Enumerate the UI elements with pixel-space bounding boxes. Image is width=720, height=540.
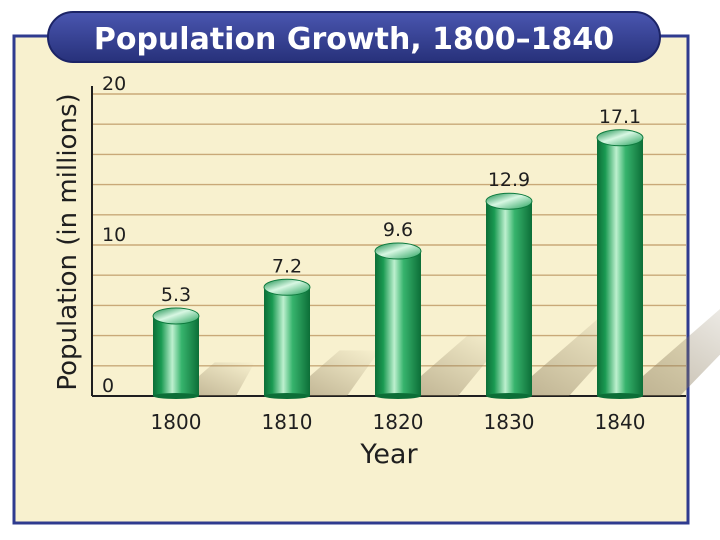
data-label: 7.2 bbox=[272, 255, 302, 277]
y-tick-label: 10 bbox=[102, 224, 126, 246]
bars bbox=[152, 129, 644, 399]
bar-1810 bbox=[263, 278, 311, 399]
bar-cap bbox=[152, 307, 200, 325]
bar-base bbox=[375, 393, 421, 399]
bar-base bbox=[597, 393, 643, 399]
bar-cap bbox=[596, 129, 644, 147]
x-tick-label: 1840 bbox=[595, 410, 646, 434]
y-tick-label: 0 bbox=[102, 375, 114, 397]
bar-1800 bbox=[152, 307, 200, 399]
y-tick-labels: 0 10 20 bbox=[102, 73, 126, 397]
data-label: 5.3 bbox=[161, 284, 191, 306]
bar-body bbox=[375, 251, 421, 396]
bar-1840 bbox=[596, 129, 644, 399]
x-tick-labels: 1800 1810 1820 1830 1840 bbox=[151, 410, 646, 434]
data-label: 17.1 bbox=[599, 106, 641, 128]
bar-shadow bbox=[398, 335, 509, 396]
title-banner bbox=[47, 11, 661, 63]
bar-shadow bbox=[287, 350, 380, 396]
y-tick-label: 20 bbox=[102, 73, 126, 95]
chart-title: Population Growth, 1800–1840 bbox=[94, 22, 614, 57]
y-axis-label: Population (in millions) bbox=[53, 93, 83, 390]
bar-body bbox=[486, 201, 532, 396]
x-tick-label: 1820 bbox=[373, 410, 424, 434]
data-label: 9.6 bbox=[383, 219, 413, 241]
bar-base bbox=[153, 393, 199, 399]
x-tick-label: 1800 bbox=[151, 410, 202, 434]
x-axis-label: Year bbox=[359, 439, 418, 470]
data-label: 12.9 bbox=[488, 169, 530, 191]
bar-1830 bbox=[485, 192, 533, 399]
x-tick-label: 1810 bbox=[262, 410, 313, 434]
bar-shadow bbox=[620, 309, 720, 396]
bar-body bbox=[597, 137, 643, 397]
bar-base bbox=[264, 393, 310, 399]
bar-base bbox=[486, 393, 532, 399]
data-labels: 5.3 7.2 9.6 12.9 17.1 bbox=[161, 106, 641, 306]
bar-body bbox=[153, 315, 199, 396]
chart-panel bbox=[12, 34, 690, 525]
bar-cap bbox=[263, 278, 311, 296]
bar-cap bbox=[485, 192, 533, 210]
bar-cap bbox=[374, 242, 422, 260]
bar-1820 bbox=[374, 242, 422, 399]
bar-body bbox=[264, 287, 310, 396]
x-tick-label: 1830 bbox=[484, 410, 535, 434]
